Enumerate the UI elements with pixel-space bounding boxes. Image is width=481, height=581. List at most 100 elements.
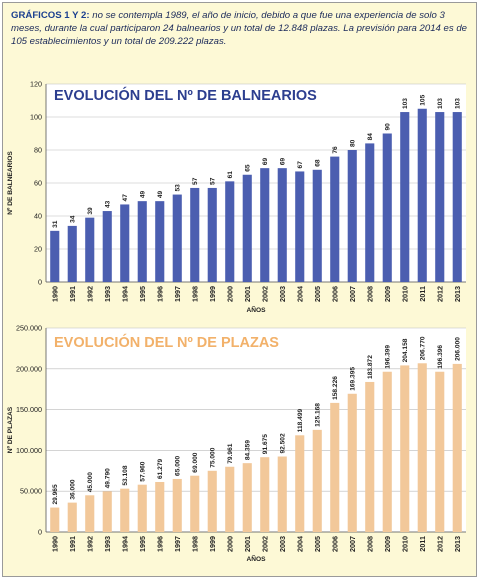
- data-label: 75.000: [210, 447, 217, 468]
- data-label: 49.790: [105, 468, 112, 489]
- x-tick-label: 2006: [330, 536, 339, 552]
- y-tick-label: 200.000: [16, 364, 42, 373]
- bar: [277, 168, 287, 282]
- data-label: 65.000: [175, 455, 182, 476]
- y-tick-label: 250.000: [16, 324, 42, 333]
- data-label: 92.502: [280, 433, 287, 454]
- x-tick-label: 2011: [418, 536, 427, 552]
- bar: [435, 112, 445, 282]
- x-tick-label: 2004: [295, 286, 304, 302]
- bar: [102, 491, 112, 532]
- bar: [207, 470, 217, 532]
- data-label: 103: [402, 98, 409, 109]
- x-tick-label: 1994: [120, 286, 129, 302]
- x-tick-label: 1992: [85, 536, 94, 552]
- data-label: 69: [280, 157, 287, 165]
- x-tick-label: 2007: [348, 286, 357, 302]
- data-label: 84: [367, 133, 374, 141]
- x-tick-label: 2010: [400, 536, 409, 552]
- y-tick-label: 60: [34, 179, 42, 188]
- x-tick-label: 2002: [260, 286, 269, 302]
- bar: [295, 435, 305, 532]
- chart-title: EVOLUCIÓN DEL Nº DE BALNEARIOS: [54, 86, 317, 104]
- data-label: 69: [262, 157, 269, 165]
- bar: [417, 108, 427, 282]
- x-tick-label: 1997: [173, 286, 182, 302]
- data-label: 206.000: [455, 337, 462, 361]
- y-tick-label: 0: [38, 528, 42, 537]
- x-tick-label: 2004: [295, 536, 304, 552]
- x-tick-label: 2005: [313, 286, 322, 302]
- x-tick-label: 2003: [278, 536, 287, 552]
- x-tick-label: 1995: [138, 286, 147, 302]
- data-label: 103: [455, 98, 462, 109]
- x-tick-label: 1990: [50, 286, 59, 302]
- data-label: 69.000: [192, 452, 199, 473]
- bar: [50, 230, 60, 282]
- data-label: 53.108: [122, 465, 129, 486]
- bar: [50, 507, 60, 532]
- bar: [172, 478, 182, 532]
- chart-title: EVOLUCIÓN DEL Nº DE PLAZAS: [54, 333, 279, 351]
- data-label: 91.675: [262, 434, 269, 455]
- data-label: 31: [52, 220, 59, 228]
- data-label: 105: [420, 94, 427, 105]
- x-tick-label: 2012: [435, 536, 444, 552]
- data-label: 57: [192, 177, 199, 185]
- x-tick-label: 1993: [103, 536, 112, 552]
- bar: [67, 502, 77, 532]
- x-tick-label: 2013: [453, 536, 462, 552]
- plot-area: [46, 328, 466, 532]
- y-axis-label: Nº DE PLAZAS: [7, 406, 14, 453]
- bar: [190, 475, 200, 532]
- x-tick-label: 1999: [208, 536, 217, 552]
- x-tick-label: 1999: [208, 286, 217, 302]
- bar: [452, 112, 462, 282]
- data-label: 43: [105, 200, 112, 208]
- bar: [155, 481, 165, 532]
- data-label: 47: [122, 194, 129, 202]
- x-tick-label: 2007: [348, 536, 357, 552]
- bar: [137, 201, 147, 282]
- x-tick-label: 1995: [138, 536, 147, 552]
- bar: [295, 171, 305, 282]
- x-tick-label: 2009: [383, 536, 392, 552]
- x-tick-label: 2008: [365, 536, 374, 552]
- x-axis-label: AÑOS: [246, 554, 266, 563]
- data-label: 34: [70, 215, 77, 223]
- bar: [155, 201, 165, 282]
- data-label: 125.168: [315, 403, 322, 427]
- bar: [120, 204, 130, 282]
- x-axis-label: AÑOS: [246, 305, 266, 314]
- balnearios-chart: 0 20 40 60 80 100 120 31 1990 34 1991 39 1992 43 1993 4…: [7, 80, 466, 314]
- bar: [225, 466, 235, 532]
- x-tick-label: 1998: [190, 286, 199, 302]
- bar: [120, 488, 130, 532]
- x-tick-label: 2005: [313, 536, 322, 552]
- data-label: 49: [157, 190, 164, 198]
- data-label: 158.226: [332, 376, 339, 400]
- bar: [312, 429, 322, 532]
- bar: [330, 402, 340, 532]
- data-label: 76: [332, 146, 339, 154]
- x-tick-label: 2006: [330, 286, 339, 302]
- bar: [67, 225, 77, 282]
- x-tick-label: 2012: [435, 286, 444, 302]
- data-label: 57: [210, 177, 217, 185]
- data-label: 196.396: [437, 345, 444, 369]
- y-tick-label: 50.000: [20, 487, 42, 496]
- x-tick-label: 1998: [190, 536, 199, 552]
- data-label: 84.359: [245, 440, 252, 461]
- data-label: 204.158: [402, 338, 409, 362]
- x-tick-label: 1991: [68, 286, 77, 302]
- bar: [365, 143, 375, 282]
- bar: [277, 456, 287, 532]
- y-tick-label: 100: [30, 113, 42, 122]
- data-label: 90: [385, 123, 392, 131]
- bar: [330, 156, 340, 282]
- x-tick-label: 1991: [68, 536, 77, 552]
- bar: [260, 457, 270, 532]
- x-tick-label: 2011: [418, 286, 427, 302]
- bar: [172, 194, 182, 282]
- caption-text: no se contempla 1989, el año de inicio, …: [11, 10, 467, 47]
